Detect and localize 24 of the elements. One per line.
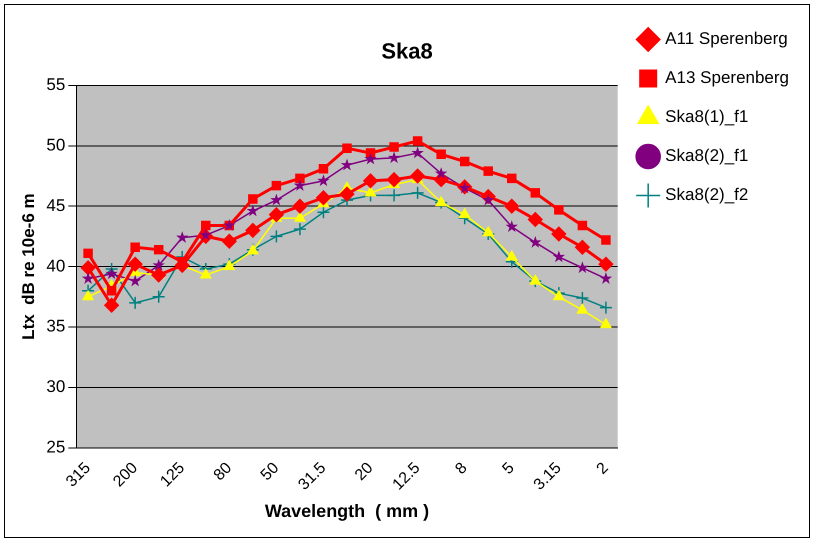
x-tick-label: 80 xyxy=(210,459,236,484)
legend-label: Ska8(2)_f2 xyxy=(665,185,748,204)
x-tick-label: 200 xyxy=(110,459,142,490)
y-tick-label: 35 xyxy=(46,316,66,336)
x-tick-label: 2 xyxy=(594,459,612,478)
x-tick-label: 315 xyxy=(63,459,94,490)
y-tick-label: 45 xyxy=(46,196,66,215)
legend-label: Ska8(2)_f1 xyxy=(665,146,748,166)
legend-label: A11 Sperenberg xyxy=(665,29,788,48)
y-tick-label: 55 xyxy=(46,75,66,94)
y-tick-label: 30 xyxy=(46,377,66,396)
y-tick-label: 50 xyxy=(46,135,66,154)
legend-label: Ska8(1)_f1 xyxy=(665,107,748,126)
x-tick-label: 20 xyxy=(352,459,377,484)
y-axis-title: Ltx dB re 10e-6 m xyxy=(18,193,38,340)
x-tick-label: 50 xyxy=(258,459,282,484)
x-tick-label: 8 xyxy=(452,459,471,478)
legend-label: A13 Sperenberg xyxy=(665,68,790,88)
x-tick-label: 125 xyxy=(157,459,188,490)
y-tick-label: 40 xyxy=(46,256,66,276)
chart-title: Ska8 xyxy=(381,38,433,64)
x-tick-label: 5 xyxy=(499,459,518,478)
y-tick-label: 25 xyxy=(46,437,66,456)
x-axis-title: Wavelength ( mm ) xyxy=(264,501,430,522)
